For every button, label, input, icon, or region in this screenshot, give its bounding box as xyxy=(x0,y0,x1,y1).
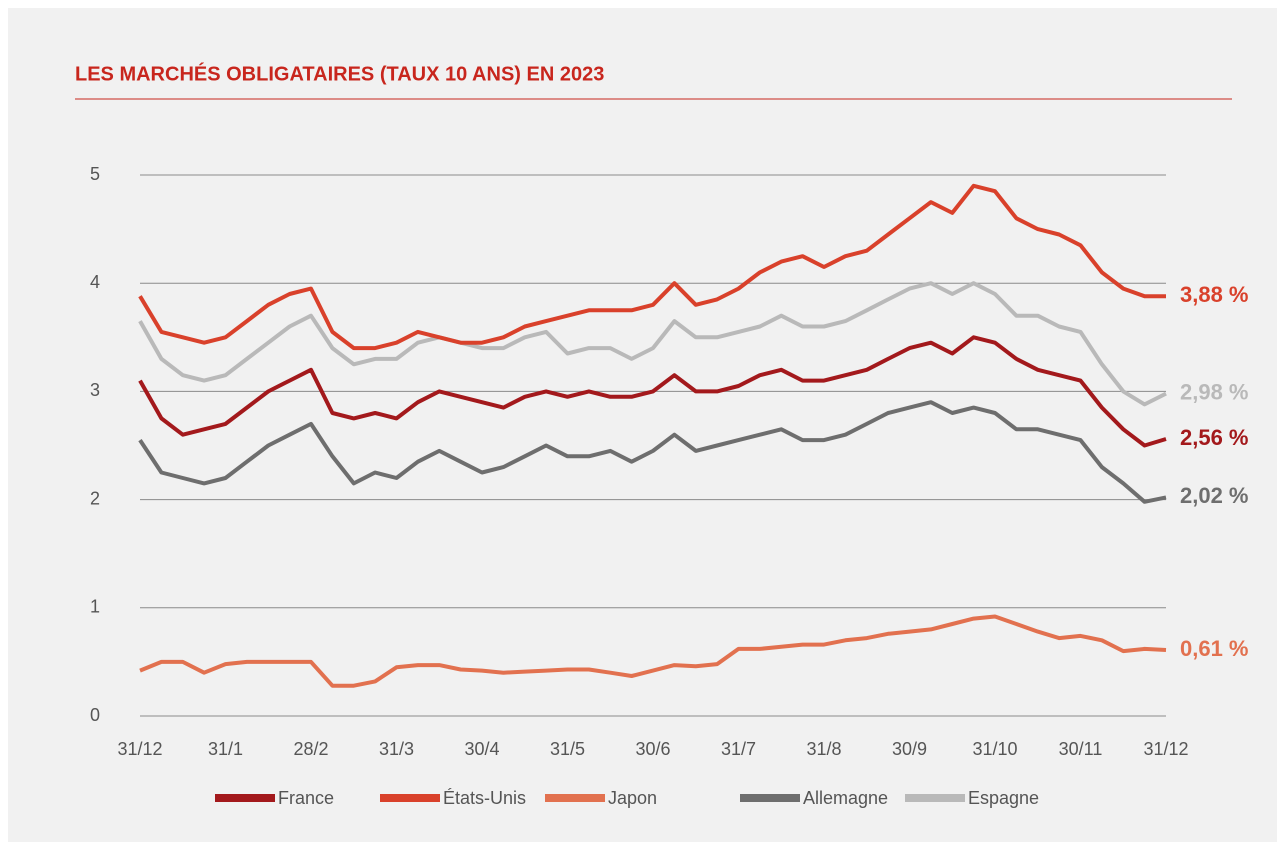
y-tick-label: 0 xyxy=(90,705,100,725)
y-tick-label: 4 xyxy=(90,272,100,292)
y-tick-label: 2 xyxy=(90,488,100,508)
legend-label: Allemagne xyxy=(803,788,888,808)
end-label: 3,88 % xyxy=(1180,282,1249,307)
chart-title: LES MARCHÉS OBLIGATAIRES (TAUX 10 ANS) E… xyxy=(75,62,604,85)
legend-label: Japon xyxy=(608,788,657,808)
x-tick-label: 30/4 xyxy=(464,739,499,759)
series-line xyxy=(138,400,1167,504)
series-line xyxy=(138,335,1167,448)
y-tick-label: 1 xyxy=(90,597,100,617)
end-label: 2,98 % xyxy=(1180,379,1249,404)
panel xyxy=(8,8,1277,842)
legend-label: Espagne xyxy=(968,788,1039,808)
y-tick-label: 5 xyxy=(90,164,100,184)
x-tick-label: 30/6 xyxy=(635,739,670,759)
x-tick-label: 31/3 xyxy=(379,739,414,759)
x-tick-label: 31/10 xyxy=(972,739,1017,759)
series-line xyxy=(138,281,1167,407)
legend-swatch xyxy=(545,794,605,802)
end-label: 2,02 % xyxy=(1180,483,1249,508)
legend-swatch xyxy=(380,794,440,802)
legend-label: France xyxy=(278,788,334,808)
legend-label: États-Unis xyxy=(443,788,526,808)
x-tick-label: 31/7 xyxy=(721,739,756,759)
x-tick-label: 30/11 xyxy=(1059,739,1103,759)
x-tick-label: 31/8 xyxy=(806,739,841,759)
y-tick-label: 3 xyxy=(90,380,100,400)
legend-swatch xyxy=(905,794,965,802)
x-tick-label: 31/12 xyxy=(117,739,162,759)
series-line xyxy=(139,614,1167,688)
x-tick-label: 31/12 xyxy=(1143,739,1188,759)
legend-swatch xyxy=(215,794,275,802)
x-tick-label: 31/5 xyxy=(550,739,585,759)
x-tick-label: 28/2 xyxy=(293,739,328,759)
end-label: 0,61 % xyxy=(1180,636,1249,661)
series-line xyxy=(138,183,1166,351)
x-tick-label: 30/9 xyxy=(892,739,927,759)
legend-swatch xyxy=(740,794,800,802)
x-tick-label: 31/1 xyxy=(208,739,243,759)
end-label: 2,56 % xyxy=(1180,425,1249,450)
